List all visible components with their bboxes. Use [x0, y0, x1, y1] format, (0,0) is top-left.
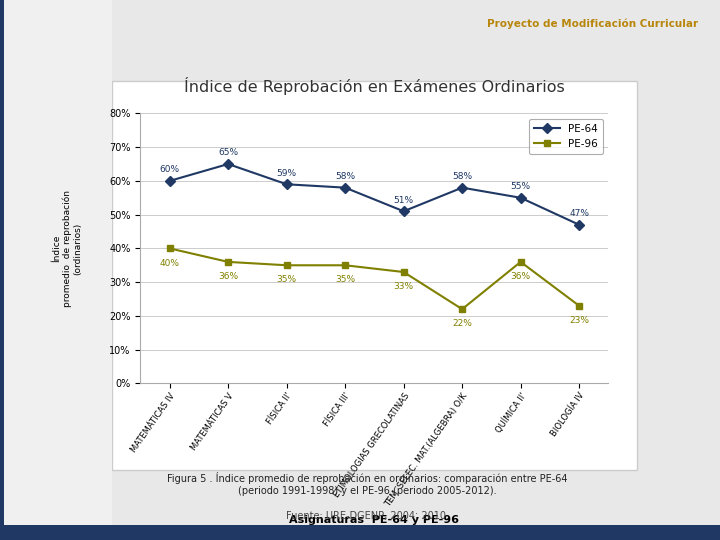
PE-64	[282, 181, 291, 187]
Line: PE-64: PE-64	[166, 160, 582, 228]
Text: 35%: 35%	[276, 275, 297, 285]
PE-64	[224, 161, 233, 167]
Line: PE-96: PE-96	[166, 245, 582, 313]
Text: 23%: 23%	[569, 316, 589, 325]
PE-96	[516, 259, 525, 265]
Text: 40%: 40%	[160, 259, 180, 267]
Text: 22%: 22%	[452, 319, 472, 328]
PE-96	[400, 269, 408, 275]
PE-64	[575, 221, 583, 228]
Text: 58%: 58%	[452, 172, 472, 181]
PE-64	[166, 178, 174, 184]
Legend: PE-64, PE-96: PE-64, PE-96	[528, 119, 603, 154]
Text: 47%: 47%	[569, 209, 589, 218]
Text: Proyecto de Modificación Curricular: Proyecto de Modificación Curricular	[487, 19, 698, 29]
Text: 59%: 59%	[276, 168, 297, 178]
PE-96	[341, 262, 349, 268]
PE-96	[224, 259, 233, 265]
X-axis label: Asignaturas  PE-64 y PE-96: Asignaturas PE-64 y PE-96	[289, 515, 459, 525]
PE-96	[282, 262, 291, 268]
Text: 33%: 33%	[394, 282, 414, 291]
Text: 36%: 36%	[218, 272, 238, 281]
Text: 65%: 65%	[218, 148, 238, 157]
Text: Índice de Reprobación en Exámenes Ordinarios: Índice de Reprobación en Exámenes Ordina…	[184, 77, 564, 96]
PE-96	[458, 306, 467, 312]
PE-96	[166, 245, 174, 252]
PE-64	[458, 184, 467, 191]
PE-64	[400, 208, 408, 214]
Text: Fuente: URE-DGENP, 2004; 2010.: Fuente: URE-DGENP, 2004; 2010.	[286, 511, 449, 521]
Text: 55%: 55%	[510, 182, 531, 191]
Text: 60%: 60%	[160, 165, 180, 174]
Y-axis label: Índice
promedio  de reprobación
(ordinarios): Índice promedio de reprobación (ordinari…	[53, 190, 83, 307]
PE-64	[516, 194, 525, 201]
Text: 35%: 35%	[335, 275, 355, 285]
Text: 51%: 51%	[394, 195, 414, 205]
Text: 58%: 58%	[335, 172, 355, 181]
Text: 36%: 36%	[510, 272, 531, 281]
PE-64	[341, 184, 349, 191]
PE-96	[575, 302, 583, 309]
Text: Figura 5 . Índice promedio de reprobación en ordinarios: comparación entre PE-64: Figura 5 . Índice promedio de reprobació…	[167, 472, 567, 496]
